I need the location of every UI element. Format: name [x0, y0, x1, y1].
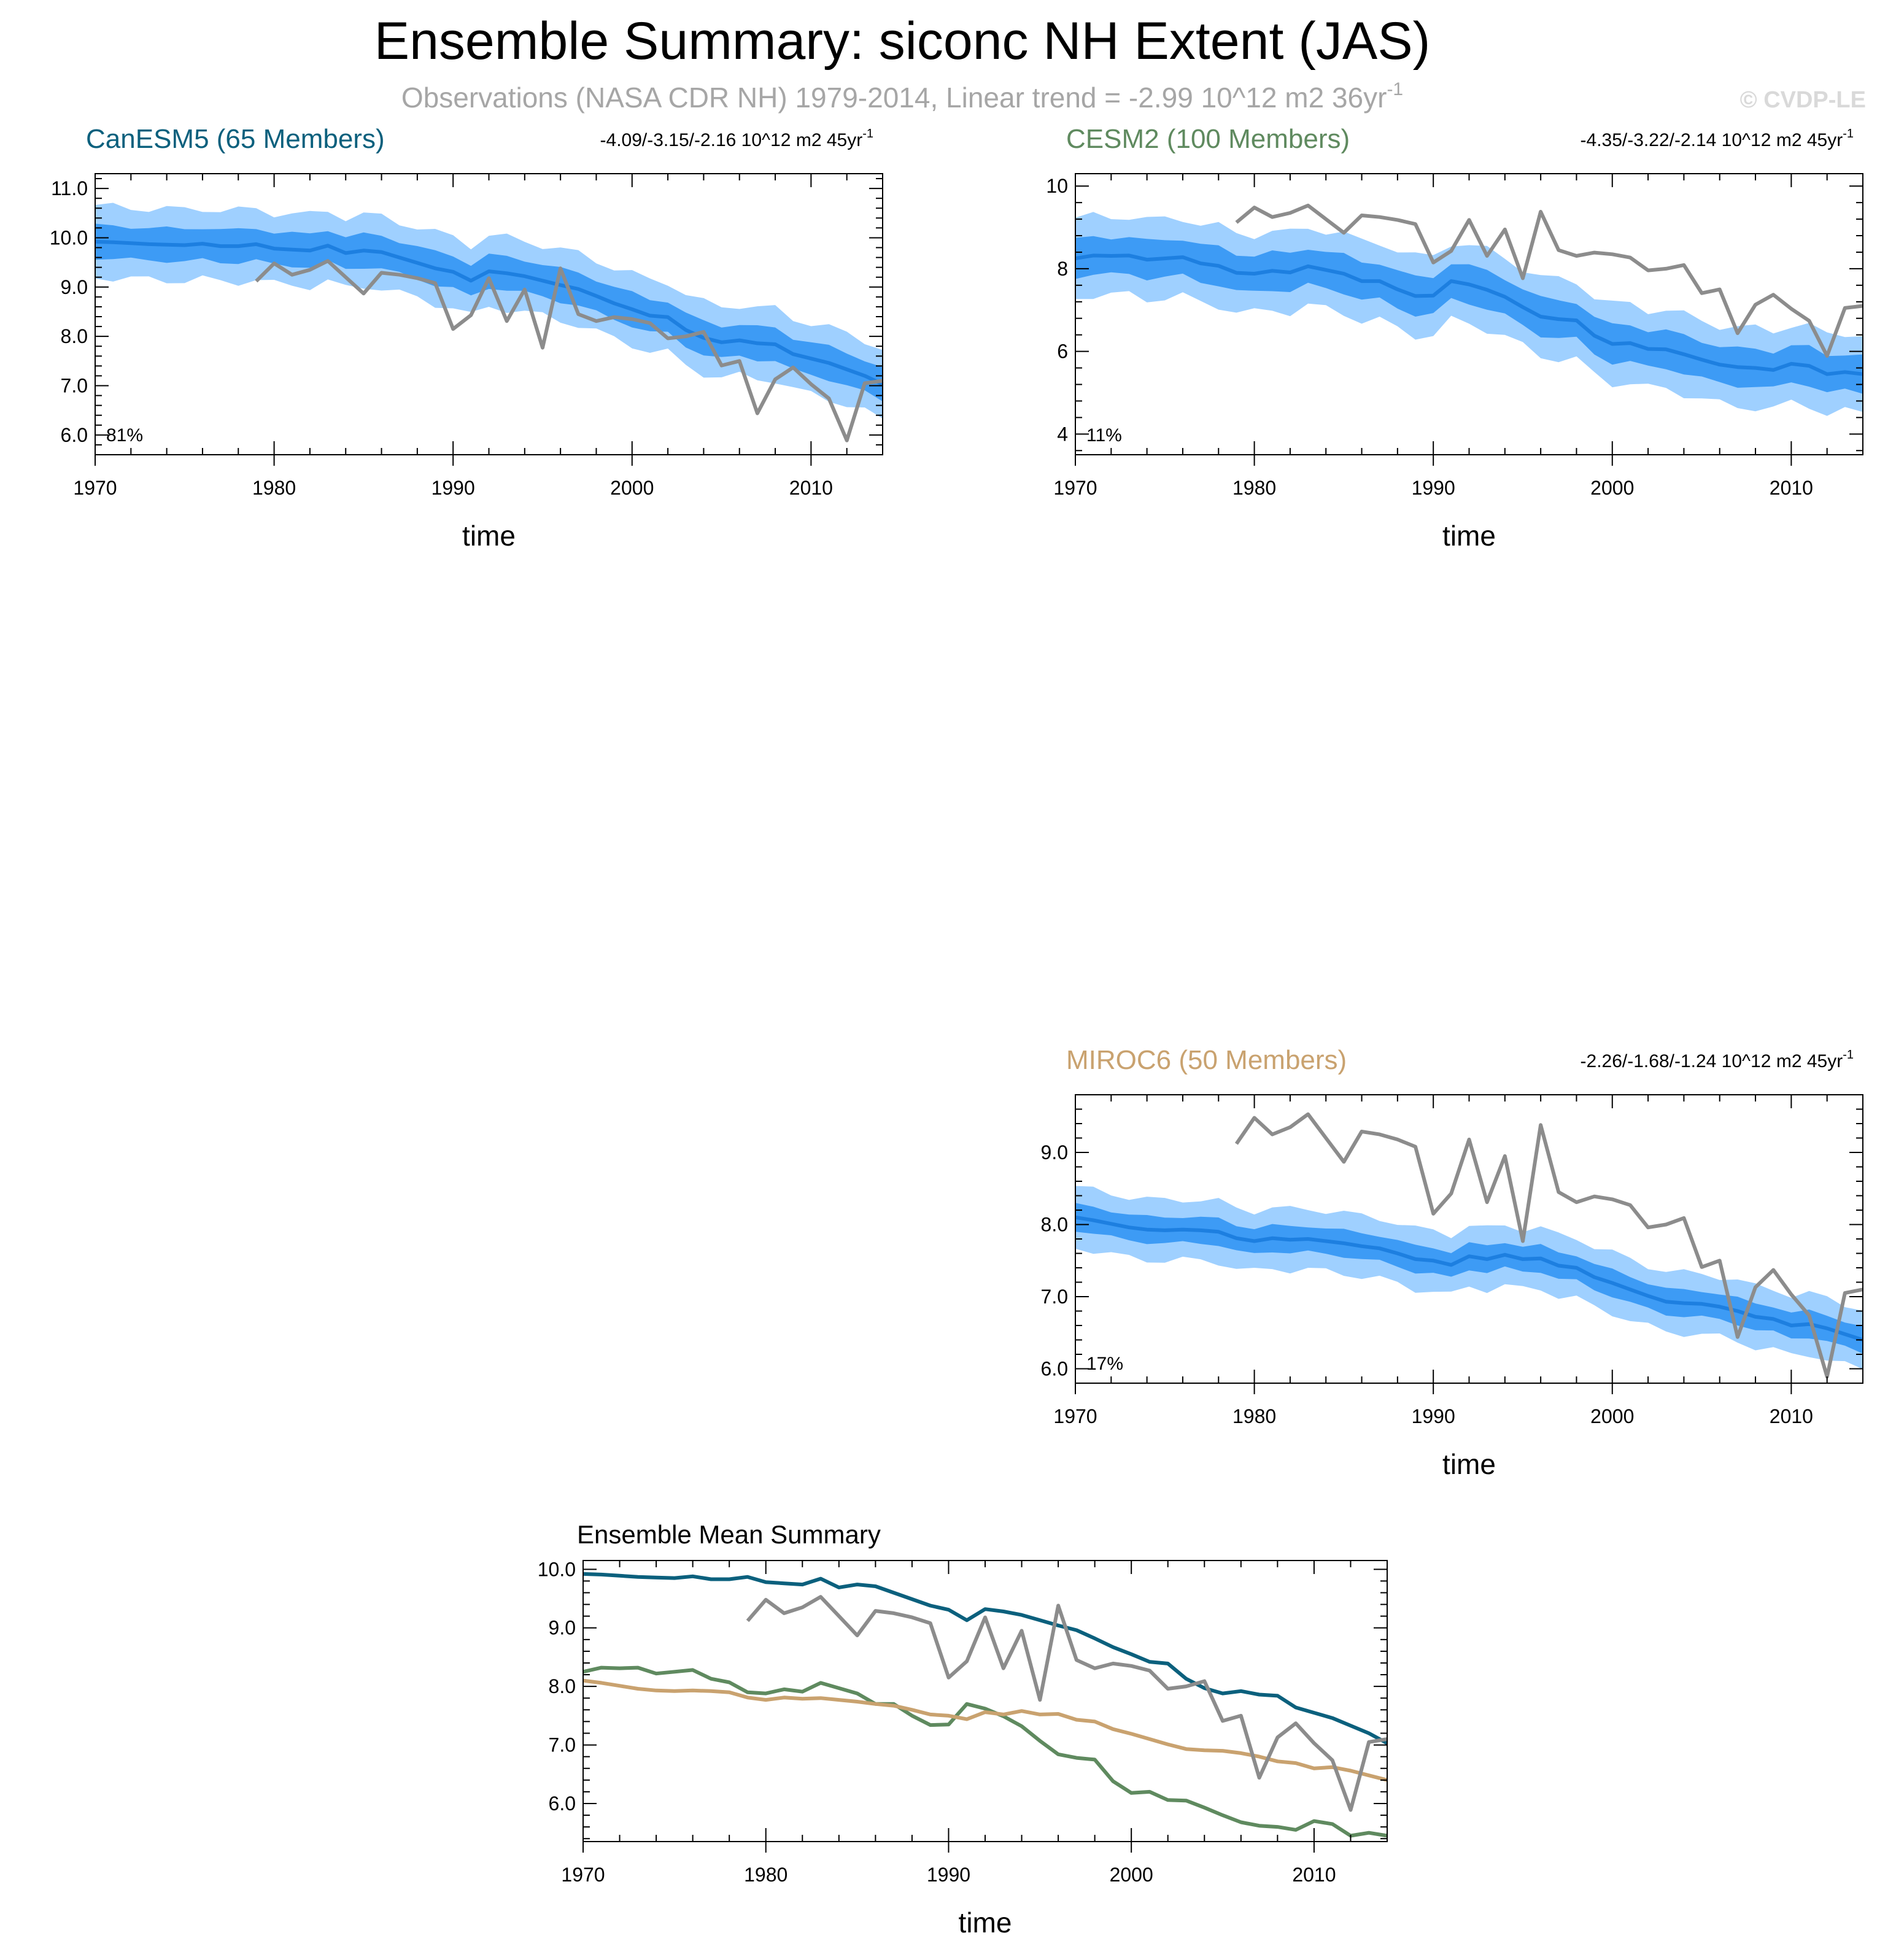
x-tick-label: 1990	[1412, 477, 1455, 499]
observations-line	[1235, 203, 1863, 358]
panel-title: CESM2 (100 Members)	[1066, 124, 1350, 154]
x-tick-label: 1970	[1053, 477, 1097, 499]
ensemble-iqr-band	[1075, 1203, 1863, 1354]
y-tick-label: 7.0	[549, 1734, 576, 1756]
y-tick-label: 11.0	[51, 177, 88, 199]
x-tick-label: 1990	[927, 1864, 970, 1886]
trend-text: -4.09/-3.15/-2.16 10^12 m2 45yr	[600, 130, 863, 150]
percent-label: 11%	[1086, 425, 1122, 446]
x-tick-label: 1990	[1412, 1405, 1455, 1427]
figure-subtitle: Observations (NASA CDR NH) 1979-2014, Li…	[401, 79, 1403, 114]
panel-miroc6: MIROC6 (50 Members) -2.26/-1.68/-1.24 10^…	[1041, 1045, 1863, 1480]
ensemble-iqr-band	[1075, 236, 1863, 394]
x-tick-label: 2000	[1590, 1405, 1634, 1427]
panel-cesm2: CESM2 (100 Members) -4.35/-3.22/-2.14 10^…	[1046, 124, 1863, 552]
observations-line	[255, 259, 883, 442]
y-tick-label: 9.0	[61, 276, 88, 298]
x-axis-label: time	[1442, 1448, 1496, 1480]
plot-frame	[582, 1560, 1388, 1842]
ensemble-mean-line	[1075, 253, 1863, 376]
x-tick-label: 1970	[1053, 1405, 1097, 1427]
x-tick-label: 2000	[1590, 477, 1634, 499]
y-tick-label: 10	[1046, 175, 1068, 197]
summary-line-canesm5	[582, 1572, 1388, 1745]
x-tick-label: 2010	[789, 477, 833, 499]
x-tick-label: 1980	[1232, 477, 1276, 499]
summary-line-cesm2	[582, 1665, 1388, 1838]
y-tick-label: 8	[1057, 258, 1068, 280]
y-tick-label: 4	[1057, 423, 1068, 445]
summary-line-observations	[746, 1595, 1388, 1812]
x-axis-label: time	[1442, 520, 1496, 552]
trend-superscript: -1	[1843, 127, 1854, 141]
panel-title: CanESM5 (65 Members)	[86, 124, 385, 154]
subtitle-superscript: -1	[1387, 79, 1403, 99]
y-tick-label: 9.0	[549, 1617, 576, 1639]
panel-title: Ensemble Mean Summary	[577, 1520, 881, 1549]
y-tick-label: 8.0	[549, 1675, 576, 1697]
x-tick-label: 1970	[561, 1864, 605, 1886]
y-tick-label: 7.0	[1041, 1286, 1068, 1308]
x-tick-label: 1980	[1232, 1405, 1276, 1427]
y-tick-label: 10.0	[538, 1558, 576, 1580]
x-tick-label: 1990	[431, 477, 475, 499]
ensemble-iqr-band	[95, 223, 883, 402]
trend-superscript: -1	[862, 127, 873, 141]
y-tick-label: 7.0	[61, 375, 88, 397]
percent-label: 81%	[106, 425, 143, 446]
figure-title: Ensemble Summary: siconc NH Extent (JAS)	[374, 12, 1431, 71]
x-tick-label: 1980	[252, 477, 296, 499]
panel-ensemble-mean-summary: Ensemble Mean Summary 6.0 7.0 8.0 9.0 10.0 197…	[538, 1520, 1388, 1939]
x-axis-label: time	[462, 520, 516, 552]
subtitle-text: Observations (NASA CDR NH) 1979-2014, Li…	[401, 82, 1387, 114]
trend-label: -2.26/-1.68/-1.24 10^12 m2 45yr-1	[1581, 1048, 1854, 1071]
y-tick-label: 6.0	[549, 1792, 576, 1815]
x-axis-label: time	[959, 1907, 1012, 1939]
copyright-label: © CVDP-LE	[1740, 87, 1866, 113]
panel-canesm5: CanESM5 (65 Members) -4.09/-3.15/-2.16 10…	[50, 124, 884, 552]
x-tick-label: 1980	[744, 1864, 787, 1886]
trend-text: -4.35/-3.22/-2.14 10^12 m2 45yr	[1581, 130, 1843, 150]
x-tick-label: 2000	[610, 477, 654, 499]
ensemble-mean-line	[95, 239, 884, 386]
y-tick-label: 10.0	[50, 226, 88, 249]
y-tick-label: 9.0	[1041, 1141, 1068, 1163]
y-tick-label: 6.0	[1041, 1358, 1068, 1380]
trend-label: -4.35/-3.22/-2.14 10^12 m2 45yr-1	[1581, 127, 1854, 150]
trend-label: -4.09/-3.15/-2.16 10^12 m2 45yr-1	[600, 127, 873, 150]
y-tick-label: 6.0	[61, 424, 88, 446]
trend-text: -2.26/-1.68/-1.24 10^12 m2 45yr	[1581, 1051, 1843, 1071]
observations-line	[1234, 1112, 1863, 1379]
percent-label: 17%	[1086, 1354, 1123, 1374]
y-tick-label: 8.0	[61, 325, 88, 347]
x-tick-label: 2010	[1770, 1405, 1813, 1427]
x-tick-label: 2000	[1110, 1864, 1153, 1886]
x-tick-label: 1970	[73, 477, 117, 499]
x-tick-label: 2010	[1770, 477, 1813, 499]
y-tick-label: 8.0	[1041, 1214, 1068, 1236]
trend-superscript: -1	[1843, 1048, 1854, 1062]
ensemble-range-band	[1075, 1186, 1863, 1370]
y-tick-label: 6	[1057, 341, 1068, 363]
panel-title: MIROC6 (50 Members)	[1066, 1045, 1347, 1075]
x-tick-label: 2010	[1292, 1864, 1336, 1886]
